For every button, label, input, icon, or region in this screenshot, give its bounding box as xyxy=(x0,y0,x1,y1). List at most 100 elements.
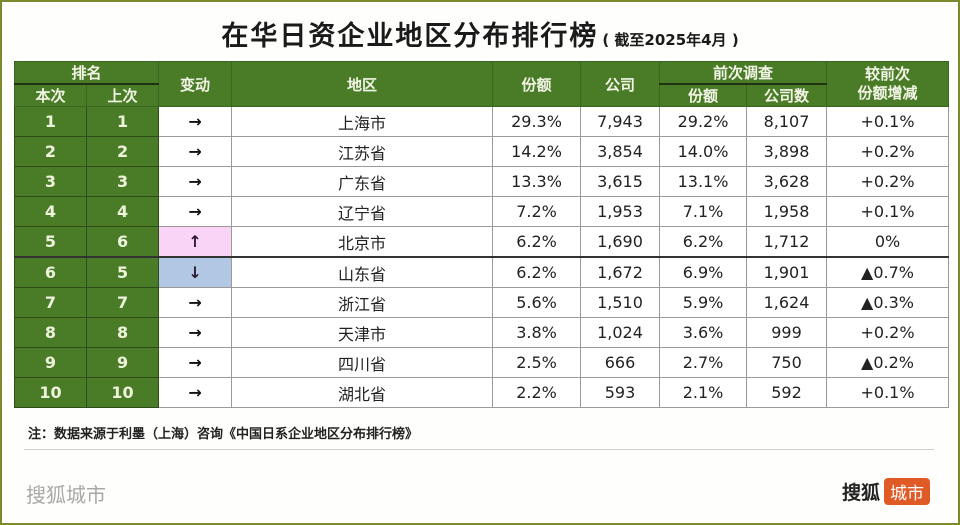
share-cell: 2.5% xyxy=(492,347,582,378)
prev-companies-cell: 1,901 xyxy=(746,256,828,288)
share-cell: 13.3% xyxy=(492,166,582,197)
change-cell: → xyxy=(158,196,233,227)
table-row: 4 4 → 辽宁省 7.2% 1,953 7.1% 1,958 +0.1% xyxy=(14,196,950,227)
companies-cell: 1,690 xyxy=(580,226,661,258)
rank-previous: 6 xyxy=(85,226,160,258)
change-cell: → xyxy=(158,166,233,197)
change-cell: → xyxy=(158,377,233,408)
prev-companies-cell: 592 xyxy=(746,377,828,408)
table-row: 3 3 → 广东省 13.3% 3,615 13.1% 3,628 +0.2% xyxy=(14,166,950,197)
rank-previous: 3 xyxy=(85,166,160,197)
share-diff-cell: ▲0.3% xyxy=(826,287,950,318)
arrow-right-icon: → xyxy=(188,353,202,372)
share-diff-cell: +0.1% xyxy=(826,377,950,408)
share-cell: 7.2% xyxy=(492,196,582,227)
arrow-right-icon: → xyxy=(188,323,202,342)
region-cell: 四川省 xyxy=(231,347,494,378)
prev-share-cell: 13.1% xyxy=(659,166,748,197)
header-share-diff: 较前次 份额增减 xyxy=(826,61,950,107)
change-cell: → xyxy=(158,317,233,348)
arrow-up-icon: ↑ xyxy=(188,232,202,251)
table-row: 1 1 → 上海市 29.3% 7,943 29.2% 8,107 +0.1% xyxy=(14,106,950,137)
region-cell: 天津市 xyxy=(231,317,494,348)
companies-cell: 1,510 xyxy=(580,287,661,318)
rank-previous: 8 xyxy=(85,317,160,348)
rank-previous: 9 xyxy=(85,347,160,378)
prev-share-cell: 7.1% xyxy=(659,196,748,227)
companies-cell: 1,672 xyxy=(580,256,661,288)
header-rank-previous: 上次 xyxy=(85,83,160,107)
companies-cell: 1,953 xyxy=(580,196,661,227)
brand-logo-text: 搜狐 xyxy=(841,482,880,504)
header-change: 变动 xyxy=(158,61,233,107)
table-row: 2 2 → 江苏省 14.2% 3,854 14.0% 3,898 +0.2% xyxy=(14,136,950,167)
header-rank-current: 本次 xyxy=(14,83,87,107)
arrow-right-icon: → xyxy=(188,172,202,191)
region-cell: 湖北省 xyxy=(231,377,494,408)
share-diff-cell: ▲0.2% xyxy=(826,347,950,378)
header-share-diff-line1: 较前次 xyxy=(865,65,911,83)
prev-companies-cell: 3,628 xyxy=(746,166,828,197)
region-cell: 广东省 xyxy=(231,166,494,197)
prev-companies-cell: 999 xyxy=(746,317,828,348)
prev-share-cell: 2.7% xyxy=(659,347,748,378)
share-cell: 6.2% xyxy=(492,226,582,258)
prev-companies-cell: 1,958 xyxy=(746,196,828,227)
prev-share-cell: 3.6% xyxy=(659,317,748,348)
ranking-table: 排名 变动 地区 份额 公司 前次调查 较前次 份额增减 本次 上次 份额 公司… xyxy=(13,61,950,408)
rank-current: 2 xyxy=(14,136,87,167)
title-date: ( 截至2025年4月 ) xyxy=(602,31,739,49)
rank-current: 9 xyxy=(14,347,87,378)
rank-current: 7 xyxy=(14,287,87,318)
change-cell: → xyxy=(158,106,233,137)
page-title: 在华日资企业地区分布排行榜( 截至2025年4月 ) xyxy=(0,14,960,53)
prev-companies-cell: 1,712 xyxy=(746,226,828,258)
header-prev-share: 份额 xyxy=(659,83,748,107)
arrow-right-icon: → xyxy=(188,112,202,131)
change-cell: ↓ xyxy=(158,256,233,288)
prev-share-cell: 29.2% xyxy=(659,106,748,137)
footer-brand-logo: 搜狐 城市 xyxy=(842,478,930,505)
change-cell: → xyxy=(158,347,233,378)
table-row: 5 6 ↑ 北京市 6.2% 1,690 6.2% 1,712 0% xyxy=(14,226,950,258)
share-cell: 14.2% xyxy=(492,136,582,167)
companies-cell: 666 xyxy=(580,347,661,378)
rank-current: 4 xyxy=(14,196,87,227)
rank-previous: 7 xyxy=(85,287,160,318)
prev-companies-cell: 3,898 xyxy=(746,136,828,167)
share-diff-cell: +0.1% xyxy=(826,106,950,137)
share-diff-cell: +0.2% xyxy=(826,136,950,167)
share-cell: 29.3% xyxy=(492,106,582,137)
title-main: 在华日资企业地区分布排行榜 xyxy=(221,21,599,52)
divider xyxy=(24,449,934,450)
table-row: 9 9 → 四川省 2.5% 666 2.7% 750 ▲0.2% xyxy=(14,347,950,378)
prev-companies-cell: 8,107 xyxy=(746,106,828,137)
table-row: 7 7 → 浙江省 5.6% 1,510 5.9% 1,624 ▲0.3% xyxy=(14,287,950,318)
companies-cell: 7,943 xyxy=(580,106,661,137)
prev-companies-cell: 1,624 xyxy=(746,287,828,318)
rank-current: 8 xyxy=(14,317,87,348)
prev-share-cell: 2.1% xyxy=(659,377,748,408)
rank-previous: 5 xyxy=(85,256,160,288)
header-region: 地区 xyxy=(231,61,494,107)
source-note: 注：数据来源于利墨（上海）咨询《中国日系企业地区分布排行榜》 xyxy=(28,427,419,442)
companies-cell: 3,615 xyxy=(580,166,661,197)
header-rank-group: 排名 xyxy=(13,61,160,85)
table-row: 8 8 → 天津市 3.8% 1,024 3.6% 999 +0.2% xyxy=(14,317,950,348)
prev-share-cell: 6.9% xyxy=(659,256,748,288)
share-cell: 6.2% xyxy=(492,256,582,288)
rank-previous: 2 xyxy=(85,136,160,167)
companies-cell: 3,854 xyxy=(580,136,661,167)
share-diff-cell: 0% xyxy=(826,226,950,258)
change-cell: ↑ xyxy=(158,226,233,258)
companies-cell: 593 xyxy=(580,377,661,408)
arrow-down-icon: ↓ xyxy=(188,263,202,282)
rank-current: 5 xyxy=(14,226,87,258)
share-diff-cell: +0.1% xyxy=(826,196,950,227)
footer-brand-watermark: 搜狐城市 xyxy=(26,483,106,507)
arrow-right-icon: → xyxy=(188,202,202,221)
region-cell: 江苏省 xyxy=(231,136,494,167)
rank-current: 3 xyxy=(14,166,87,197)
rank-current: 1 xyxy=(14,106,87,137)
share-cell: 3.8% xyxy=(492,317,582,348)
